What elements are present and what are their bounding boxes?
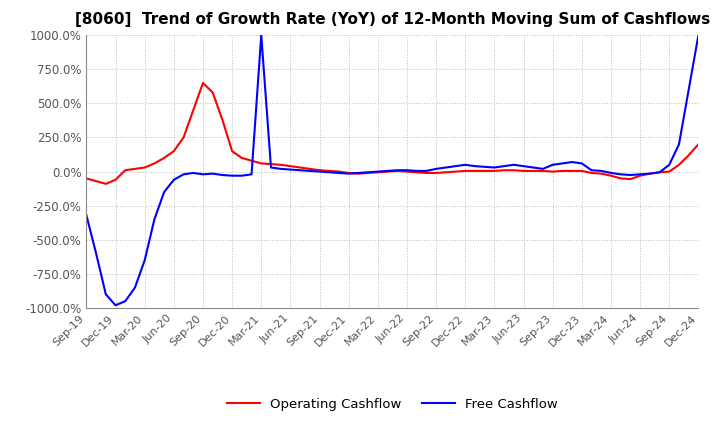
Free Cashflow bbox=[257, 33, 266, 38]
Free Cashflow bbox=[500, 164, 508, 169]
Free Cashflow bbox=[354, 170, 363, 176]
Free Cashflow bbox=[490, 165, 499, 170]
Operating Cashflow bbox=[694, 142, 703, 147]
Title: [8060]  Trend of Growth Rate (YoY) of 12-Month Moving Sum of Cashflows: [8060] Trend of Growth Rate (YoY) of 12-… bbox=[75, 12, 710, 27]
Free Cashflow bbox=[441, 165, 450, 170]
Operating Cashflow bbox=[441, 170, 450, 175]
Free Cashflow bbox=[169, 177, 178, 183]
Free Cashflow bbox=[694, 33, 703, 38]
Legend: Operating Cashflow, Free Cashflow: Operating Cashflow, Free Cashflow bbox=[222, 392, 563, 416]
Free Cashflow bbox=[111, 303, 120, 308]
Operating Cashflow bbox=[82, 176, 91, 181]
Operating Cashflow bbox=[199, 80, 207, 85]
Line: Free Cashflow: Free Cashflow bbox=[86, 35, 698, 305]
Operating Cashflow bbox=[490, 168, 499, 173]
Free Cashflow bbox=[82, 213, 91, 218]
Operating Cashflow bbox=[354, 171, 363, 176]
Operating Cashflow bbox=[402, 169, 411, 174]
Operating Cashflow bbox=[102, 181, 110, 187]
Operating Cashflow bbox=[500, 168, 508, 173]
Operating Cashflow bbox=[169, 149, 178, 154]
Line: Operating Cashflow: Operating Cashflow bbox=[86, 83, 698, 184]
Free Cashflow bbox=[402, 168, 411, 173]
